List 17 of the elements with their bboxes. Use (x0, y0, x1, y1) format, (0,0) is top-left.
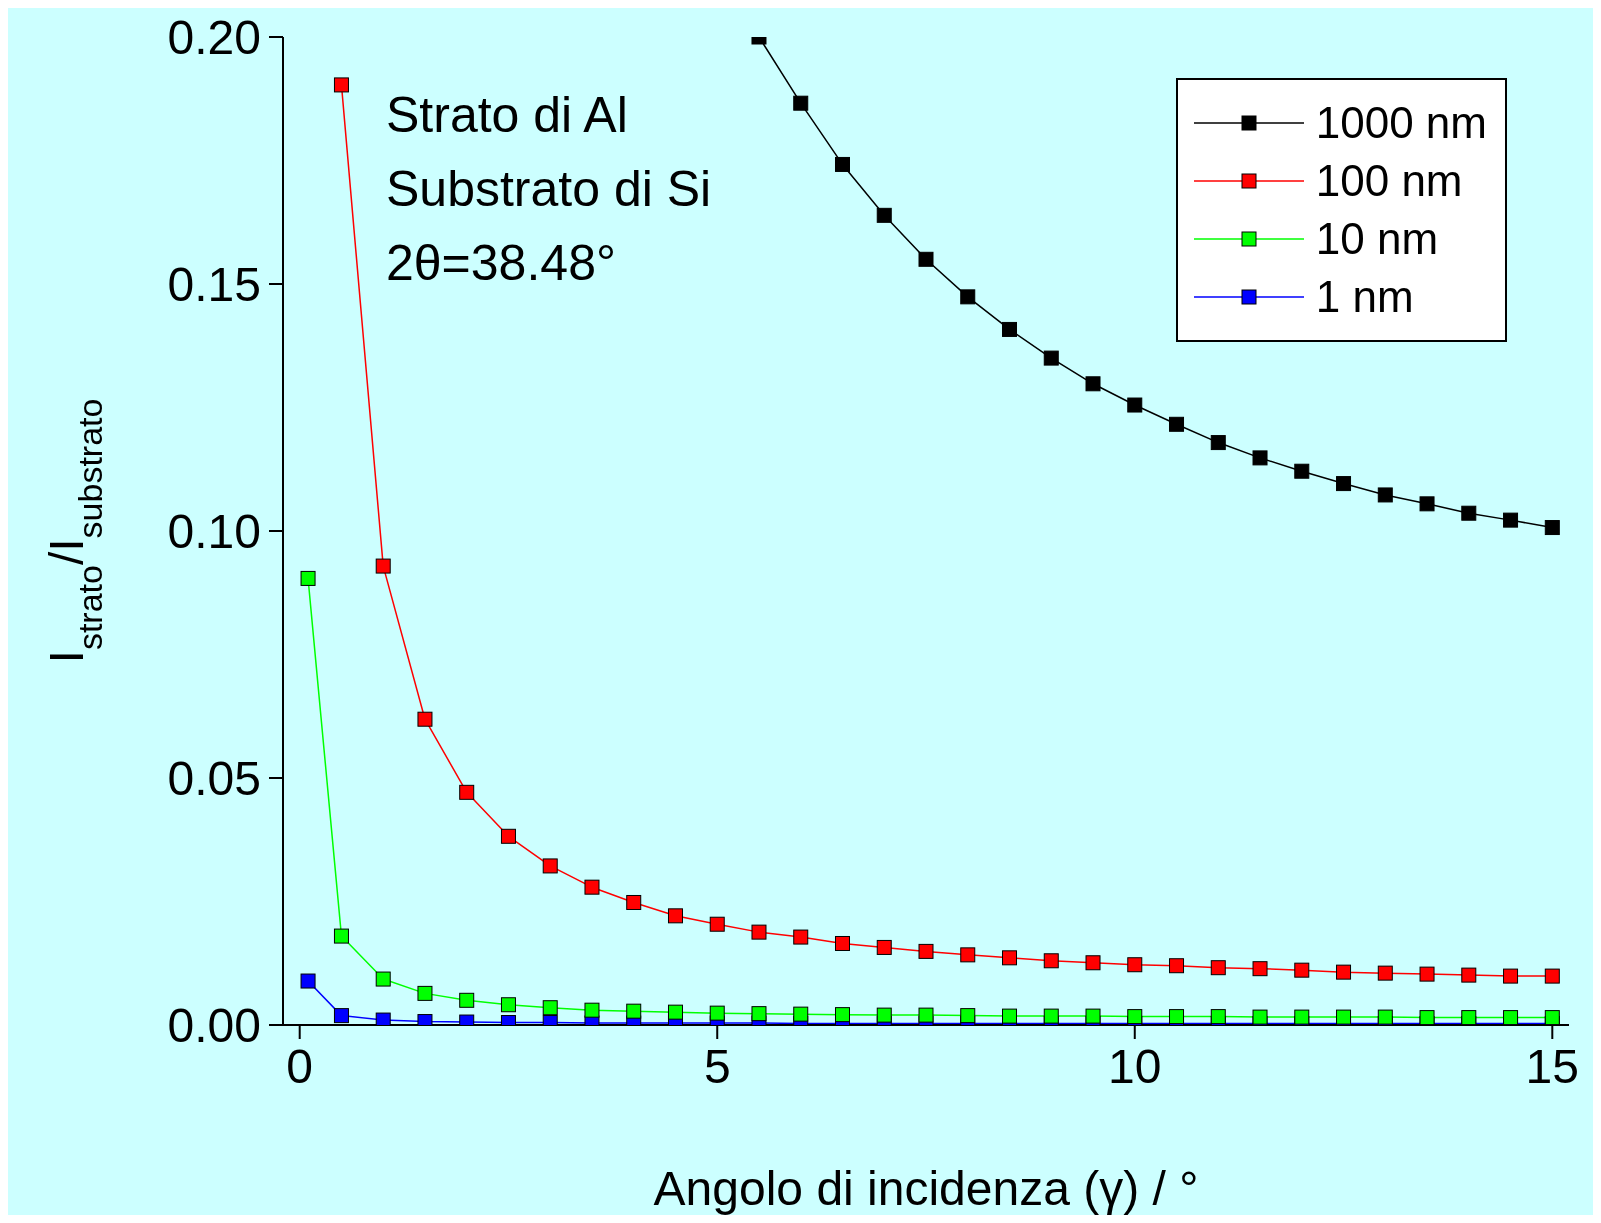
annotation: 2θ=38.48° (386, 234, 617, 293)
legend-label: 100 nm (1315, 156, 1463, 206)
x-tick-label: 10 (1108, 1040, 1162, 1094)
y-tick-label: 0.15 (167, 258, 261, 312)
y-tick-label: 0.10 (167, 505, 261, 559)
x-tick-label: 15 (1525, 1040, 1579, 1094)
y-tick-label: 0.00 (167, 999, 261, 1053)
y-tick-label: 0.20 (167, 11, 261, 65)
legend-label: 1000 nm (1315, 98, 1487, 148)
x-tick-label: 0 (286, 1040, 314, 1094)
y-tick-label: 0.05 (167, 752, 261, 806)
x-tick-label: 5 (703, 1040, 731, 1094)
x-axis-title: Angolo di incidenza (γ) / ° (653, 1162, 1199, 1215)
annotation: Substrato di Si (386, 160, 712, 219)
legend-label: 1 nm (1315, 272, 1414, 322)
legend-label: 10 nm (1315, 214, 1439, 264)
annotation: Strato di Al (386, 86, 629, 145)
